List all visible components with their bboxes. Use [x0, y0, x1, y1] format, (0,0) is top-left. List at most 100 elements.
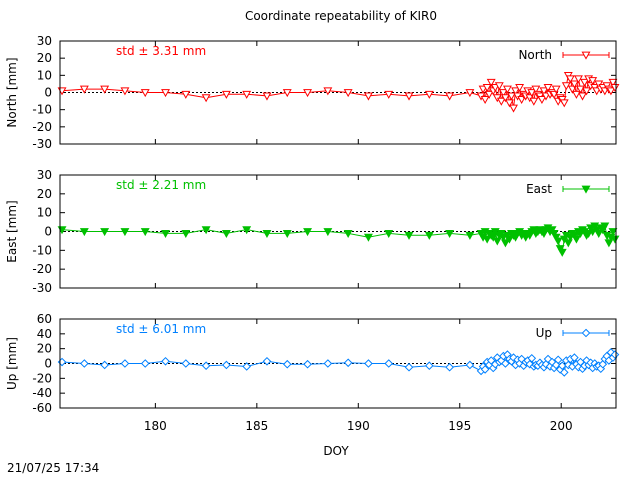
y-tick-label: 60 — [37, 312, 52, 326]
data-point — [525, 359, 535, 369]
data-point — [221, 230, 231, 239]
data-point — [500, 94, 510, 103]
x-tick-label: 200 — [550, 419, 573, 433]
data-point — [569, 231, 579, 240]
y-tick-label: -10 — [32, 103, 52, 117]
data-point — [363, 92, 373, 101]
panel-east: 30 20 10 0 -10 -20 -30 East [mm] std ± 2.21 mm Ea… — [5, 168, 620, 295]
legend-marker — [581, 328, 591, 338]
y-tick-label: 20 — [37, 51, 52, 65]
y-tick-label: 0 — [44, 225, 52, 239]
y-tick-label: 0 — [44, 357, 52, 371]
data-point — [551, 85, 561, 94]
data-point — [100, 360, 109, 370]
data-point — [242, 90, 252, 99]
data-point — [161, 230, 170, 239]
data-point — [221, 90, 231, 99]
data-point — [555, 245, 565, 254]
data-point — [565, 75, 575, 84]
data-point — [507, 92, 516, 101]
data-point — [282, 89, 292, 98]
data-point — [610, 235, 620, 244]
data-point — [549, 230, 559, 239]
data-point — [323, 359, 333, 368]
std-annotation: std ± 3.31 mm — [116, 44, 206, 58]
data-point — [181, 230, 191, 239]
plot-frame — [59, 40, 617, 145]
data-point — [482, 83, 492, 92]
data-point — [120, 359, 130, 368]
data-point — [515, 83, 525, 92]
y-tick-label: -30 — [32, 137, 52, 151]
data-point — [559, 368, 569, 377]
data-point — [140, 359, 150, 368]
data-point — [608, 78, 618, 87]
data-point — [242, 226, 252, 235]
data-point — [537, 95, 547, 104]
data-point — [551, 233, 561, 242]
data-point — [343, 358, 353, 368]
data-point — [201, 361, 211, 371]
y-tick-label: 30 — [37, 34, 52, 48]
y-axis-label: Up [mm] — [5, 337, 19, 390]
data-point — [608, 228, 618, 237]
data-point — [262, 356, 272, 366]
data-point — [505, 235, 514, 244]
data-point — [511, 87, 521, 96]
data-point — [465, 231, 475, 240]
data-point — [303, 89, 313, 98]
data-point — [384, 359, 394, 368]
data-point — [120, 228, 130, 237]
data-point — [582, 87, 592, 96]
y-tick-label: 10 — [37, 68, 52, 82]
data-point — [242, 362, 251, 371]
data-point — [323, 228, 333, 237]
data-point — [140, 89, 150, 98]
data-point — [476, 230, 486, 239]
y-tick-label: -20 — [32, 371, 52, 385]
data-point — [222, 360, 231, 370]
data-point — [404, 362, 414, 372]
y-tick-label: 20 — [37, 342, 52, 356]
x-tick-label: 190 — [347, 419, 370, 433]
data-point — [584, 230, 594, 239]
data-point — [161, 89, 170, 98]
data-point — [181, 359, 191, 368]
data-point — [592, 226, 602, 235]
y-axis-label: East [mm] — [5, 200, 19, 262]
data-point — [559, 99, 569, 108]
data-point — [465, 89, 475, 98]
data-point — [527, 89, 537, 98]
x-tick-label: 180 — [144, 419, 167, 433]
data-point — [79, 85, 89, 94]
data-point — [425, 361, 434, 371]
data-point — [571, 235, 581, 244]
data-point — [551, 360, 561, 370]
data-point — [531, 85, 541, 94]
data-point — [100, 228, 110, 237]
data-point — [80, 359, 89, 368]
data-point — [527, 354, 537, 363]
data-point — [498, 89, 508, 98]
data-point — [404, 92, 414, 101]
data-point — [539, 87, 549, 96]
data-point — [606, 87, 616, 96]
std-annotation: std ± 6.01 mm — [116, 322, 206, 336]
data-point — [486, 78, 496, 87]
x-tick-label: 195 — [448, 419, 471, 433]
data-point — [303, 359, 312, 369]
data-point — [580, 78, 589, 87]
data-point — [364, 359, 373, 368]
data-point — [561, 82, 571, 91]
data-point — [604, 239, 614, 248]
chart-title: Coordinate repeatability of KIR0 — [245, 9, 437, 23]
data-point — [201, 94, 211, 103]
x-axis-label: DOY — [323, 444, 349, 458]
data-point — [79, 228, 89, 237]
data-point — [541, 359, 551, 369]
panels: 30 20 10 0 -10 -20 -30 North [mm] std ± 3.31 mm N… — [5, 34, 620, 433]
data-point — [610, 350, 620, 359]
y-tick-label: -30 — [32, 281, 52, 295]
data-point — [569, 80, 579, 89]
